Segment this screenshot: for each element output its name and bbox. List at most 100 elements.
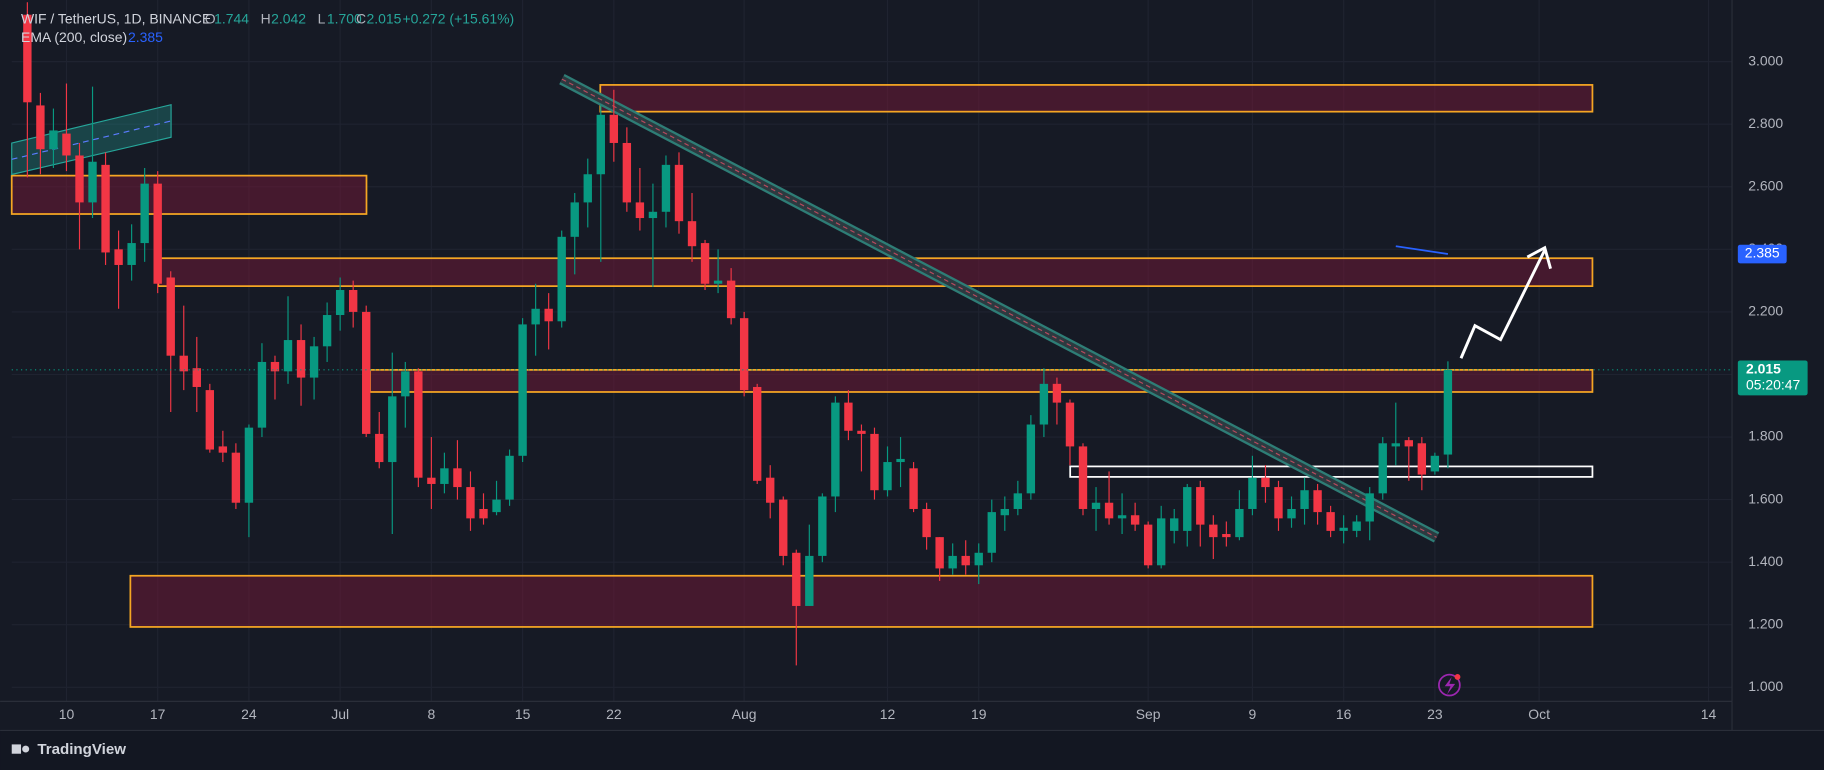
x-tick-label: 19 bbox=[971, 706, 987, 722]
support-zone bbox=[129, 574, 1594, 628]
x-tick-label: 15 bbox=[515, 706, 531, 722]
candle-body bbox=[544, 308, 553, 322]
candle-body bbox=[1170, 518, 1179, 531]
candle-body bbox=[1157, 518, 1166, 566]
ohlc-key: C bbox=[356, 10, 366, 26]
x-tick-label: 16 bbox=[1336, 706, 1352, 722]
candle-body bbox=[1143, 524, 1153, 566]
candle-body bbox=[1000, 508, 1009, 516]
y-tick-label: 1.200 bbox=[1748, 615, 1783, 631]
y-tick-label: 1.800 bbox=[1748, 428, 1783, 444]
candle-body bbox=[622, 142, 632, 203]
candle-body bbox=[1130, 515, 1140, 525]
candle-body bbox=[375, 433, 384, 463]
candle-body bbox=[987, 512, 996, 553]
candle-body bbox=[1052, 383, 1062, 403]
candle-body bbox=[231, 452, 241, 503]
arrow-head bbox=[1526, 245, 1552, 270]
countdown: 05:20:47 bbox=[1746, 377, 1801, 393]
candle-body bbox=[88, 161, 97, 203]
candle-body bbox=[883, 462, 892, 491]
trendline-center bbox=[561, 78, 1437, 538]
candle-body bbox=[1248, 477, 1257, 509]
candle-body bbox=[362, 311, 371, 434]
projection-arrow bbox=[1459, 249, 1547, 359]
candle-body bbox=[844, 402, 853, 431]
candle-body bbox=[1039, 383, 1049, 425]
candle-body bbox=[114, 249, 123, 265]
last-price-box bbox=[1737, 360, 1808, 396]
candle-body bbox=[479, 508, 488, 519]
x-tick-label: 22 bbox=[606, 706, 622, 722]
y-tick-label: 1.000 bbox=[1748, 678, 1783, 694]
x-tick-label: 24 bbox=[241, 706, 257, 722]
y-tick-label: 2.600 bbox=[1748, 177, 1783, 193]
candle-body bbox=[557, 236, 566, 322]
candle-body bbox=[700, 243, 710, 284]
candle-body bbox=[62, 133, 71, 156]
candle-body bbox=[1261, 477, 1270, 488]
candle-body bbox=[818, 496, 827, 556]
ema-value: 2.385 bbox=[128, 29, 163, 45]
candle-body bbox=[1352, 521, 1361, 531]
candle-body bbox=[1196, 487, 1205, 525]
ohlc-value: 1.744 bbox=[214, 10, 249, 26]
candle-body bbox=[1339, 527, 1348, 531]
candle-body bbox=[205, 390, 215, 450]
brand: TradingView bbox=[37, 741, 126, 758]
resistance-zone bbox=[599, 84, 1594, 113]
candle-body bbox=[49, 130, 58, 150]
candle-body bbox=[609, 114, 619, 143]
candle-body bbox=[466, 487, 475, 519]
candle-body bbox=[1365, 493, 1374, 522]
candle-body bbox=[23, 14, 32, 103]
ohlc-key: L bbox=[318, 10, 326, 26]
x-tick-label: 8 bbox=[427, 706, 435, 722]
candle-body bbox=[179, 355, 188, 372]
candle-body bbox=[935, 537, 944, 569]
candle-body bbox=[1287, 508, 1296, 519]
ohlc-value: 1.700 bbox=[327, 10, 362, 26]
candle-body bbox=[1443, 369, 1453, 455]
candle-body bbox=[453, 468, 462, 488]
candle-body bbox=[1183, 487, 1192, 531]
candle-body bbox=[1235, 508, 1244, 538]
x-tick-label: 9 bbox=[1249, 706, 1257, 722]
ema-name: EMA (200, close) bbox=[21, 29, 127, 45]
candle-body bbox=[1300, 490, 1309, 509]
y-tick-label: 1.400 bbox=[1748, 553, 1783, 569]
candle-body bbox=[309, 346, 319, 378]
candle-body bbox=[1026, 424, 1036, 494]
candle-body bbox=[974, 552, 983, 566]
candle-body bbox=[140, 183, 149, 244]
candle-body bbox=[648, 211, 658, 219]
logo-mark bbox=[11, 744, 22, 754]
brand-logo[interactable]: TradingView bbox=[11, 741, 127, 758]
candle-body bbox=[1378, 443, 1387, 494]
candles bbox=[11, 2, 1733, 666]
candle-body bbox=[36, 105, 45, 150]
candle-body bbox=[922, 508, 931, 538]
resistance-zone bbox=[369, 369, 1594, 393]
ema-price-label: 2.385 bbox=[1745, 245, 1780, 261]
candle-body bbox=[101, 164, 110, 253]
event-bolt bbox=[1444, 676, 1456, 695]
x-tick-label: Sep bbox=[1136, 706, 1161, 722]
candle-body bbox=[726, 280, 736, 319]
event-icon[interactable] bbox=[1438, 673, 1461, 697]
candle-body bbox=[857, 430, 866, 434]
x-tick-label: Aug bbox=[732, 706, 757, 722]
candle-body bbox=[674, 164, 684, 222]
candle-body bbox=[961, 555, 970, 566]
candle-body bbox=[1313, 490, 1322, 513]
candle-body bbox=[218, 446, 228, 453]
candle-body bbox=[1117, 515, 1127, 519]
candle-body bbox=[779, 499, 788, 556]
candle-body bbox=[948, 555, 957, 569]
x-tick-label: Jul bbox=[331, 706, 349, 722]
ohlc-key: O bbox=[205, 10, 216, 26]
candle-body bbox=[166, 277, 175, 356]
candle-body bbox=[244, 427, 254, 503]
